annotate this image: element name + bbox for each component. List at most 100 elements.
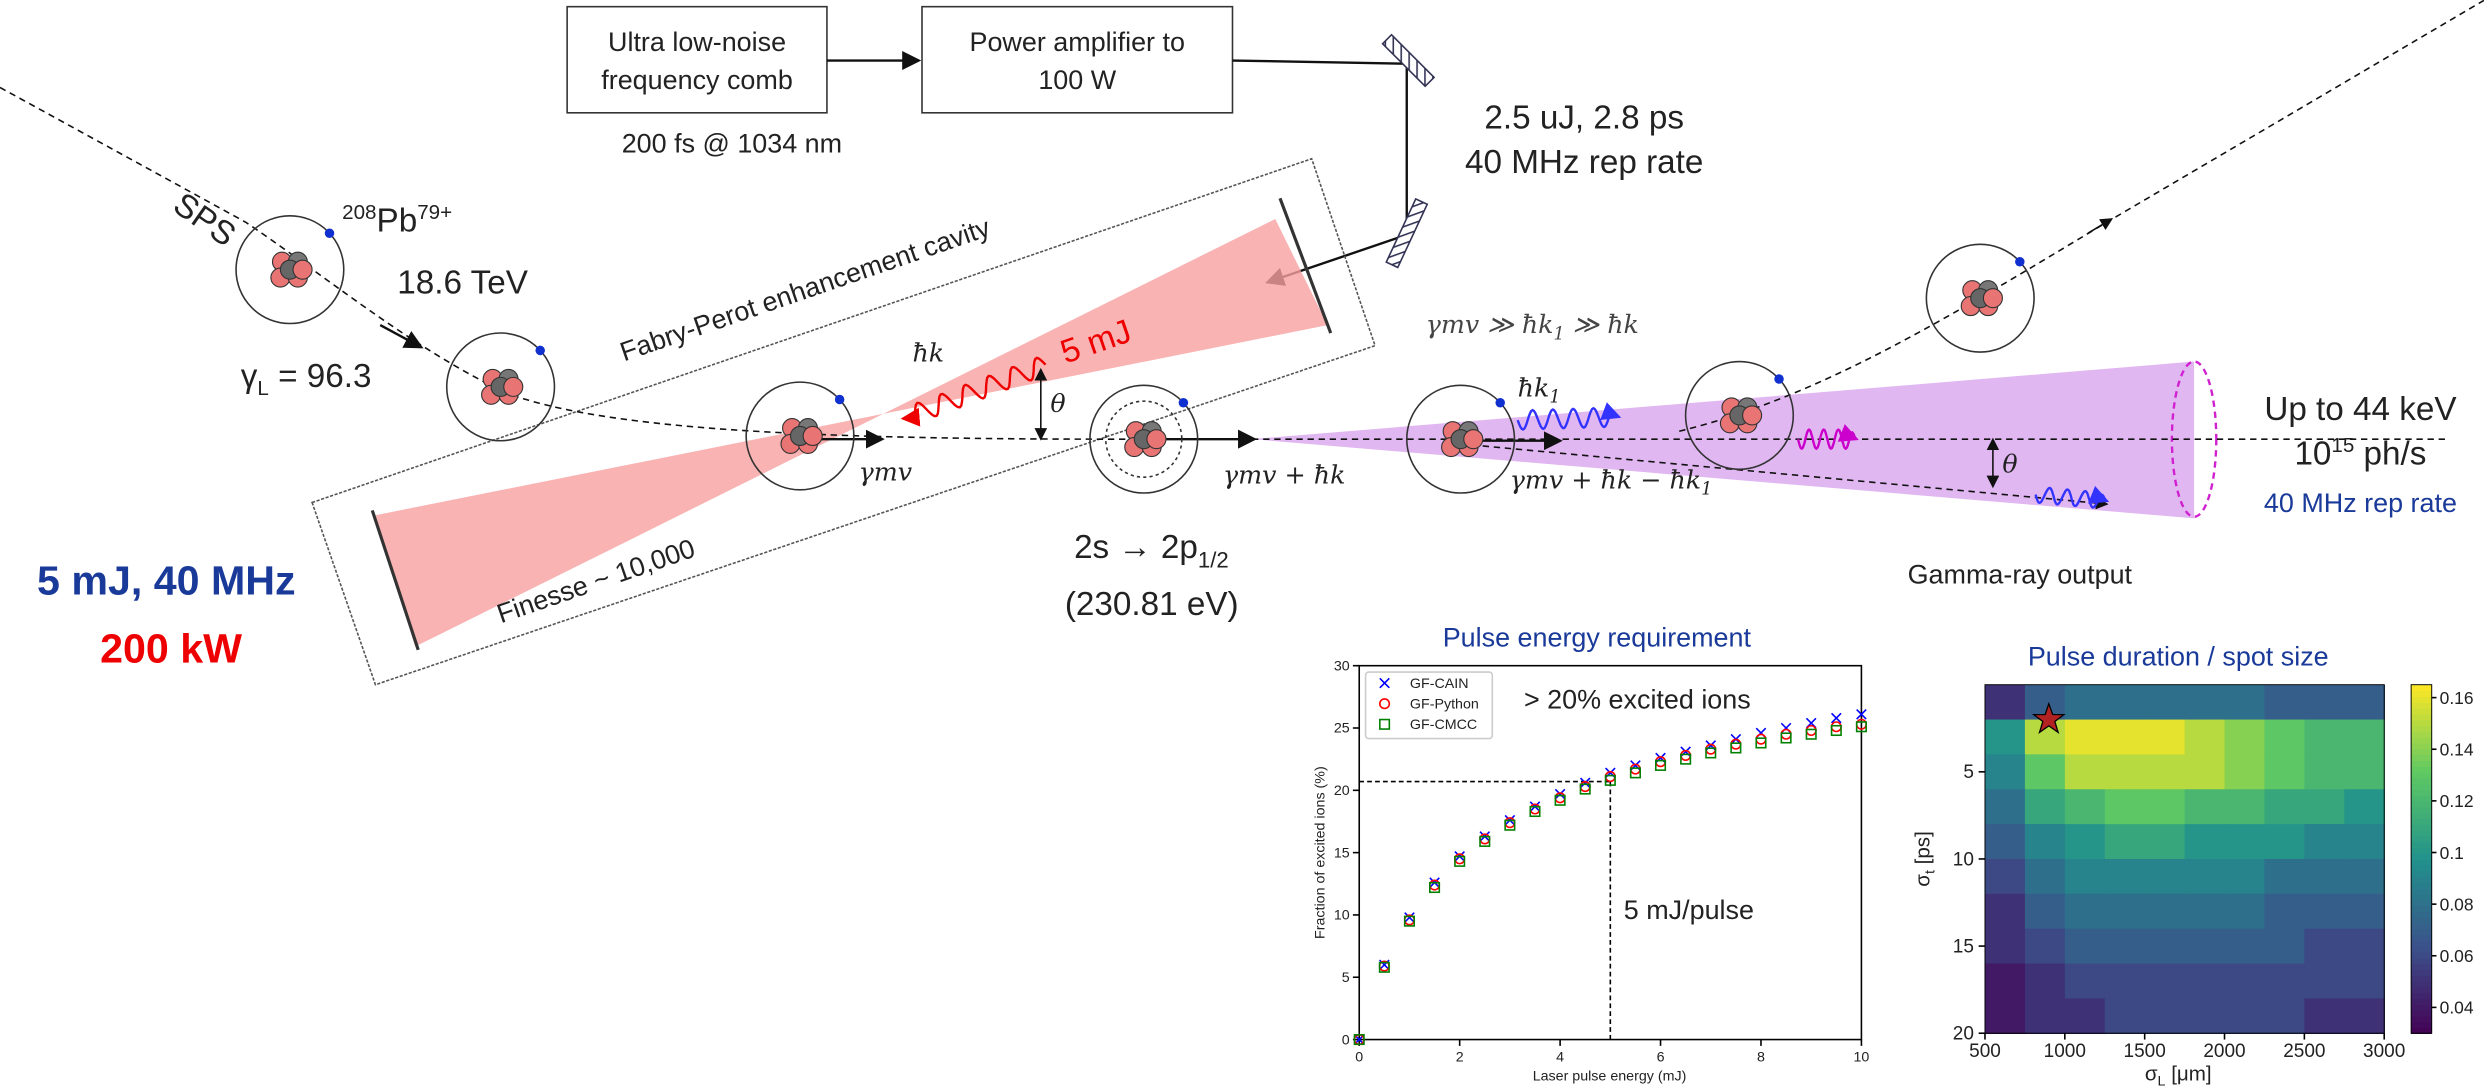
x-tick-label: 4 (1556, 1050, 1564, 1066)
colorbar-step (2411, 771, 2432, 779)
heat-cell (2064, 684, 2106, 721)
flux-unit: ph/s (2354, 435, 2426, 472)
part-sub: t (1922, 870, 1938, 874)
energy: 18.6 TeV (397, 264, 528, 301)
levels-sub: 1/2 (1198, 547, 1229, 572)
heat-cell (2304, 789, 2346, 825)
point (1403, 915, 1415, 927)
point (1629, 767, 1641, 779)
heat-cell (2064, 963, 2106, 1000)
point (1855, 721, 1867, 733)
heat-cell (1984, 824, 2026, 860)
y-tick-label: 5 (1963, 762, 1974, 783)
photon-direction (1460, 443, 2109, 510)
levels: 2s → 2p1/2 (1074, 529, 1229, 573)
heat-cell (1984, 893, 2026, 930)
colorbar-step (2411, 742, 2432, 750)
colorbar-step (2411, 969, 2432, 976)
colorbar-step (2411, 736, 2432, 744)
point (1805, 728, 1817, 740)
scatter-chart: Pulse energy requirement Laser pulse ene… (1312, 623, 1869, 1085)
heat-cell (1984, 684, 2026, 721)
heat-cell (2184, 684, 2226, 721)
electron (535, 345, 545, 356)
colorbar-label: 0.14 (2440, 740, 2474, 760)
colorbar-step (2411, 1004, 2432, 1011)
electron (1178, 397, 1189, 408)
point (1856, 708, 1867, 720)
heat-cell (2304, 719, 2346, 756)
heat-cell (2064, 858, 2106, 895)
nucleon (1463, 429, 1484, 450)
colorbar-step (2411, 795, 2432, 802)
heat-cell (2264, 789, 2306, 825)
colorbar-step (2411, 876, 2432, 883)
heat-cell (2144, 858, 2186, 895)
heat-cell (2144, 824, 2186, 860)
heat-cell (2144, 789, 2186, 825)
relation: γmv ≫ ħk1 ≫ ħk (1426, 309, 1639, 344)
heat-cell (1984, 858, 2026, 895)
mirror (1385, 197, 1429, 269)
nucleon (503, 376, 524, 397)
heat-cell (2304, 963, 2346, 1000)
heat-cell (2024, 824, 2066, 860)
laser-beam (375, 218, 1328, 647)
angle-label: θ (1050, 388, 1065, 418)
heat-cell (2104, 824, 2146, 860)
colorbar-step (2411, 922, 2432, 930)
part: γmv ≫ ħk (1426, 309, 1554, 339)
ions (235, 214, 2035, 494)
colorbar-step (2411, 963, 2432, 971)
cone-end (2170, 360, 2218, 518)
arrow (379, 324, 424, 349)
electron (324, 228, 335, 238)
output-rate: 40 MHz rep rate (2264, 488, 2457, 518)
colorbar-step (2411, 702, 2432, 709)
colorbar-step (2411, 731, 2432, 738)
box-text: 100 W (1038, 65, 1116, 95)
heat-cell (2104, 928, 2146, 965)
heat-cell (2104, 963, 2146, 1000)
point (1755, 737, 1767, 749)
colorbar-step (2411, 719, 2432, 727)
heat-cell (2064, 754, 2106, 791)
colorbar-step (2411, 847, 2432, 854)
colorbar-step (2411, 748, 2432, 756)
y-tick-label: 10 (1334, 908, 1350, 924)
part: ħk (1518, 372, 1550, 402)
average-power: 200 kW (100, 626, 242, 672)
y-tick-label: 5 (1342, 970, 1350, 986)
colorbar-step (2411, 713, 2432, 721)
part: [μm] (2165, 1063, 2211, 1086)
power: 5 mJ, 40 MHz (37, 557, 296, 603)
heat-cell (2144, 684, 2186, 721)
absorbed: γmv + ħk (1223, 460, 1345, 490)
colorbar-step (2411, 980, 2432, 988)
heat-cell (2264, 928, 2306, 965)
heat-cell (2104, 858, 2146, 895)
heat-cell (2064, 893, 2106, 930)
y-tick-label: 30 (1334, 658, 1350, 674)
heat-cell (2264, 719, 2306, 756)
point (1830, 712, 1842, 724)
x-tick-label: 500 (1969, 1041, 2001, 1062)
x-label: σL [μm] (2145, 1063, 2212, 1089)
heat-cell (2264, 754, 2306, 791)
symbol: γ (241, 358, 258, 395)
colorbar-step (2411, 1015, 2432, 1023)
colorbar-step (2411, 789, 2432, 796)
colorbar-step (2411, 777, 2432, 785)
heat-cell (2184, 893, 2226, 930)
heat-cell (2304, 858, 2346, 895)
ion-orbit (445, 332, 556, 442)
heat-cell (2144, 963, 2186, 1000)
ion-orbit (1925, 243, 2035, 353)
colorbar-step (2411, 992, 2432, 1000)
x-tick-label: 8 (1757, 1050, 1765, 1066)
part-sub: 1 (1549, 388, 1560, 408)
colorbar-step (2411, 905, 2432, 913)
point (1554, 788, 1566, 800)
heat-cell (2144, 998, 2186, 1035)
